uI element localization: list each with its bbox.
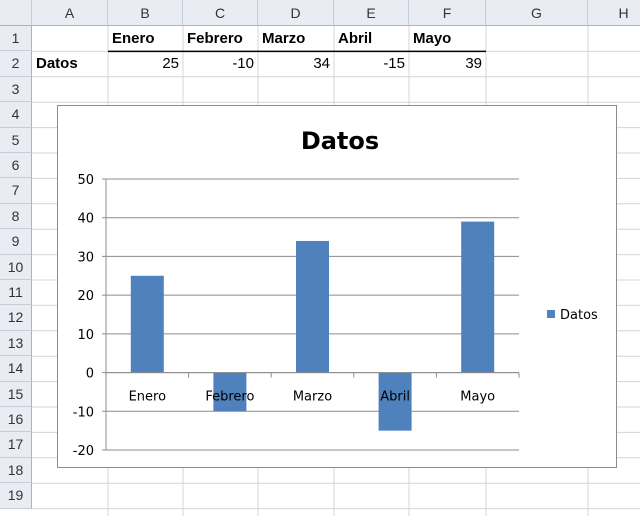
y-tick-label: 10: [77, 328, 94, 343]
y-tick-label: 50: [77, 173, 94, 188]
row-header-11[interactable]: 11: [0, 280, 32, 306]
cell-E1[interactable]: Abril: [338, 30, 373, 47]
row-header-9[interactable]: 9: [0, 229, 32, 255]
legend-swatch: [547, 310, 555, 318]
y-tick-label: 40: [77, 212, 94, 227]
column-header-F[interactable]: F: [409, 0, 486, 26]
column-header-A[interactable]: A: [32, 0, 108, 26]
bar-mayo: [461, 221, 495, 373]
select-all-corner[interactable]: [0, 0, 32, 26]
cell-C2[interactable]: -10: [232, 55, 254, 73]
column-header-H[interactable]: H: [588, 0, 640, 26]
y-tick-label: 30: [77, 250, 94, 265]
legend-label: Datos: [560, 308, 598, 323]
row-header-8[interactable]: 8: [0, 203, 32, 230]
cell-F2[interactable]: 39: [465, 55, 482, 73]
row-header-7[interactable]: 7: [0, 178, 32, 204]
column-header-E[interactable]: E: [334, 0, 409, 26]
cell-D2[interactable]: 34: [313, 55, 330, 73]
cell-E2[interactable]: -15: [383, 55, 405, 73]
chart-svg: Datos 50 40 30 20 10 0 -10 -20 Enero Febrero Marzo…: [73, 127, 598, 459]
row-header-6[interactable]: 6: [0, 153, 32, 179]
bar-marzo: [296, 240, 329, 373]
column-header-D[interactable]: D: [258, 0, 334, 26]
row-header-4[interactable]: 4: [0, 102, 32, 128]
cell-C1[interactable]: Febrero: [187, 30, 243, 47]
bar-abril: [378, 372, 412, 431]
row-header-13[interactable]: 13: [0, 330, 32, 357]
row-header-16[interactable]: 16: [0, 407, 32, 433]
row-header-14[interactable]: 14: [0, 356, 32, 382]
row-header-3[interactable]: 3: [0, 76, 32, 103]
cell-D1[interactable]: Marzo: [262, 30, 306, 47]
row-header-18[interactable]: 18: [0, 457, 32, 484]
row-header-19[interactable]: 19: [0, 483, 32, 509]
x-tick-label: Enero: [129, 390, 167, 405]
bar-enero: [130, 275, 164, 373]
column-header-G[interactable]: G: [486, 0, 588, 26]
x-tick-label: Mayo: [460, 390, 495, 405]
y-tick-label: 0: [86, 367, 94, 382]
cell-B1[interactable]: Enero: [112, 30, 155, 47]
chart-title: Datos: [301, 127, 379, 155]
row-header-1[interactable]: 1: [0, 26, 32, 52]
x-tick-label: Marzo: [293, 390, 332, 405]
column-header-B[interactable]: B: [108, 0, 183, 26]
row-header-17[interactable]: 17: [0, 432, 32, 458]
cell-B2[interactable]: 25: [162, 55, 179, 73]
bar-febrero: [213, 372, 247, 412]
y-tick-label: 20: [77, 289, 94, 304]
chart[interactable]: Datos 50 40 30 20 10 0 -10 -20 Enero Febrero Marzo…: [57, 105, 617, 468]
x-tick-label: Abril: [380, 390, 410, 405]
row-header-5[interactable]: 5: [0, 127, 32, 153]
row-header-2[interactable]: 2: [0, 51, 32, 77]
row-header-12[interactable]: 12: [0, 305, 32, 331]
cell-F1[interactable]: Mayo: [413, 30, 452, 47]
y-tick-label: -20: [73, 444, 94, 459]
row-header-15[interactable]: 15: [0, 381, 32, 407]
x-tick-label: Febrero: [205, 390, 254, 405]
cell-A2[interactable]: Datos: [36, 55, 78, 73]
y-tick-label: -10: [73, 405, 94, 420]
column-header-C[interactable]: C: [183, 0, 258, 26]
row-header-10[interactable]: 10: [0, 254, 32, 280]
